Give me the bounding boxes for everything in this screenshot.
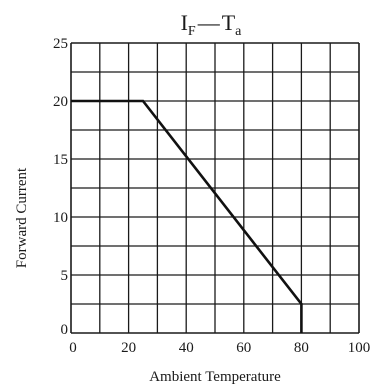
x-tick-label: 0 (69, 340, 77, 356)
series-line-1 (71, 99, 303, 333)
x-tick-label: 40 (179, 340, 194, 356)
title-symbol-t: T (222, 10, 236, 35)
title-subscript-f: F (188, 24, 196, 39)
x-tick-label: 100 (348, 340, 371, 356)
grid (70, 42, 360, 334)
title-subscript-a: a (235, 24, 242, 39)
y-tick-label: 5 (61, 268, 69, 284)
title-dash: — (197, 10, 221, 35)
y-tick-label: 0 (61, 322, 69, 338)
x-tick-label: 80 (294, 340, 309, 356)
svg-text:IF—Ta: IF—Ta (181, 10, 243, 39)
chart-title: IF—Ta (181, 10, 243, 39)
y-axis-label: Forward Current (14, 167, 30, 268)
x-tick-label: 20 (121, 340, 136, 356)
title-symbol-i: I (181, 10, 188, 35)
series-layer (71, 99, 303, 333)
y-tick-label: 15 (53, 152, 68, 168)
x-tick-label: 60 (236, 340, 251, 356)
y-tick-label: 20 (53, 94, 68, 110)
tick-labels: 0 20 40 60 80 100 0 5 10 15 20 25 (53, 36, 370, 356)
x-axis-label: Ambient Temperature (149, 369, 281, 385)
y-tick-label: 25 (53, 36, 68, 52)
y-tick-label: 10 (53, 210, 68, 226)
